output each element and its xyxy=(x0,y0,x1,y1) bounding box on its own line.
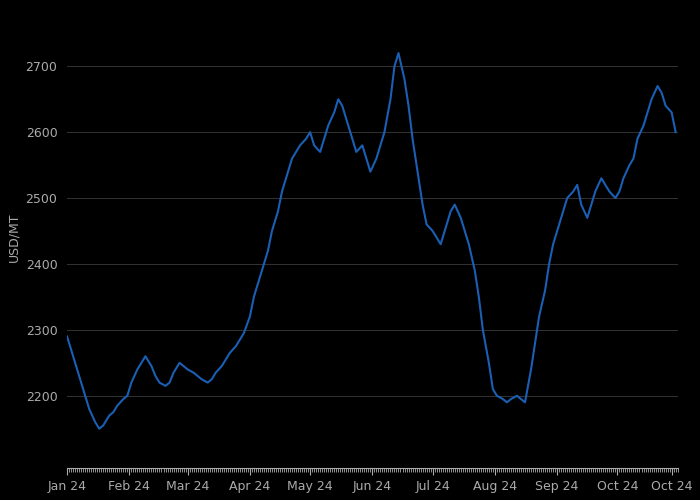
Y-axis label: USD/MT: USD/MT xyxy=(7,213,20,262)
